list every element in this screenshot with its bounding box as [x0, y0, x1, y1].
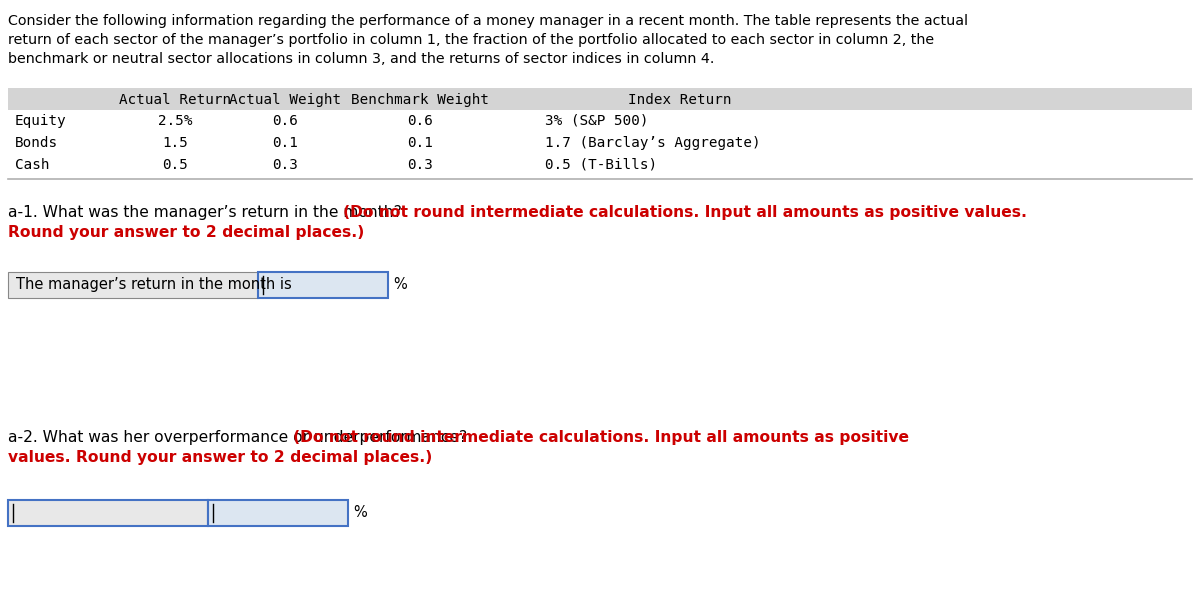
Text: 1.7 (Barclay’s Aggregate): 1.7 (Barclay’s Aggregate) [545, 136, 761, 150]
Bar [8, 110, 1192, 132]
Text: 0.5 (T-Bills): 0.5 (T-Bills) [545, 158, 658, 172]
Bar [8, 272, 258, 298]
Text: a-1. What was the manager’s return in the month?: a-1. What was the manager’s return in th… [8, 205, 407, 220]
Text: 0.3: 0.3 [272, 158, 298, 172]
Bar [8, 88, 1192, 110]
Text: 2.5%: 2.5% [157, 114, 192, 128]
Text: %: % [353, 505, 367, 520]
Bar [8, 132, 1192, 154]
Bar [258, 272, 388, 298]
Text: (Do not round intermediate calculations. Input all amounts as positive: (Do not round intermediate calculations.… [293, 430, 910, 445]
Text: 0.3: 0.3 [407, 158, 433, 172]
Text: %: % [394, 277, 407, 292]
Text: (Do not round intermediate calculations. Input all amounts as positive values.: (Do not round intermediate calculations.… [343, 205, 1027, 220]
Text: benchmark or neutral sector allocations in column 3, and the returns of sector i: benchmark or neutral sector allocations … [8, 52, 714, 66]
Text: a-2. What was her overperformance or underperformance?: a-2. What was her overperformance or und… [8, 430, 472, 445]
Text: 0.1: 0.1 [272, 136, 298, 150]
Text: Index Return: Index Return [629, 93, 732, 107]
Text: Cash: Cash [14, 158, 49, 172]
Text: 0.5: 0.5 [162, 158, 188, 172]
Text: 1.5: 1.5 [162, 136, 188, 150]
Bar [208, 500, 348, 526]
Text: Equity: Equity [14, 114, 67, 128]
Bar [8, 500, 208, 526]
Text: Benchmark Weight: Benchmark Weight [352, 93, 490, 107]
Text: Consider the following information regarding the performance of a money manager : Consider the following information regar… [8, 14, 968, 28]
Text: 0.1: 0.1 [407, 136, 433, 150]
Text: Round your answer to 2 decimal places.): Round your answer to 2 decimal places.) [8, 225, 365, 240]
Text: Actual Return: Actual Return [119, 93, 232, 107]
Text: Actual Weight: Actual Weight [229, 93, 341, 107]
Text: 0.6: 0.6 [407, 114, 433, 128]
Bar [8, 154, 1192, 176]
Text: values. Round your answer to 2 decimal places.): values. Round your answer to 2 decimal p… [8, 450, 432, 465]
Text: 0.6: 0.6 [272, 114, 298, 128]
Text: 3% (S&P 500): 3% (S&P 500) [545, 114, 648, 128]
Text: Bonds: Bonds [14, 136, 58, 150]
Text: return of each sector of the manager’s portfolio in column 1, the fraction of th: return of each sector of the manager’s p… [8, 33, 934, 47]
Text: The manager’s return in the month is: The manager’s return in the month is [16, 277, 292, 292]
